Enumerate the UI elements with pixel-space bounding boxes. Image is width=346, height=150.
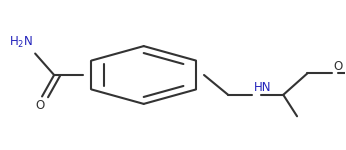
Text: O: O [333, 60, 343, 72]
Text: O: O [36, 99, 45, 112]
Text: HN: HN [254, 81, 272, 94]
Text: H$_2$N: H$_2$N [9, 35, 34, 50]
